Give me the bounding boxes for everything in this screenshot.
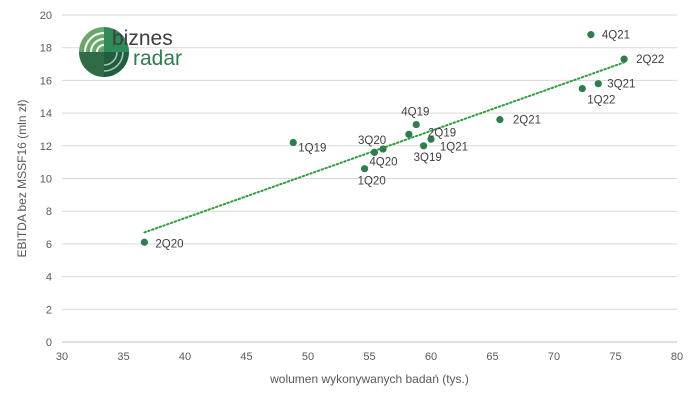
x-tick-label: 70 (548, 351, 560, 363)
y-tick-label: 16 (40, 75, 52, 87)
x-tick-label: 60 (425, 351, 437, 363)
data-point (412, 120, 420, 129)
data-point (289, 138, 297, 147)
data-point (140, 238, 149, 246)
data-point (427, 135, 435, 143)
data-label: 4Q21 (602, 30, 630, 42)
tick-labels: 0 2 4 6 8 10 12 14 16 18 20 30 35 40 45 50 55 60 65 70 75 80 (40, 10, 683, 363)
data-label: 2Q20 (155, 238, 183, 250)
data-point (379, 145, 387, 153)
x-axis-label: wolumen wykonywanych badań (tys.) (269, 372, 469, 386)
y-axis-label: EBITDA bez MSSF16 (mln zł) (15, 99, 29, 257)
grid-lines (62, 14, 677, 310)
y-tick-label: 2 (46, 304, 52, 316)
x-tick-label: 75 (609, 351, 621, 363)
data-label: 2Q19 (428, 127, 456, 139)
data-label: 3Q20 (358, 135, 386, 147)
x-tick-label: 40 (179, 351, 191, 363)
y-tick-label: 4 (46, 272, 52, 284)
data-label: 3Q19 (414, 152, 442, 164)
y-tick-label: 12 (40, 141, 52, 153)
y-tick-label: 6 (46, 239, 52, 251)
data-point (420, 142, 428, 150)
data-label: 2Q21 (513, 115, 541, 127)
y-tick-label: 20 (40, 10, 52, 22)
x-tick-label: 35 (117, 351, 129, 363)
x-tick-label: 80 (671, 351, 683, 363)
data-point (594, 80, 602, 88)
logo-text-biznes: biznes (112, 27, 173, 50)
data-label: 1Q22 (587, 95, 615, 107)
y-tick-label: 0 (46, 337, 52, 349)
y-tick-label: 10 (40, 174, 52, 186)
x-tick-label: 50 (302, 351, 314, 363)
logo-text-radar: radar (133, 47, 182, 70)
data-point (496, 116, 504, 124)
y-tick-label: 14 (40, 108, 52, 120)
x-tick-label: 45 (240, 351, 252, 363)
data-points (140, 31, 628, 246)
data-label: 3Q21 (607, 79, 635, 91)
data-point (578, 84, 586, 93)
data-label: 4Q19 (401, 107, 429, 119)
data-label: 1Q19 (298, 143, 326, 155)
data-label: 4Q20 (369, 156, 397, 168)
data-label: 1Q21 (440, 141, 468, 153)
data-point (405, 130, 413, 138)
data-point (370, 148, 379, 156)
data-point (620, 55, 628, 63)
data-point (360, 165, 369, 173)
data-label: 2Q22 (636, 54, 664, 66)
point-labels: 1Q19 2Q19 3Q19 4Q19 1Q20 2Q20 3Q20 4Q20 1Q21 2Q21… (155, 30, 664, 251)
x-tick-label: 55 (363, 351, 375, 363)
x-tick-label: 65 (486, 351, 498, 363)
biznesradar-logo: biznes radar (79, 27, 182, 77)
y-tick-label: 8 (46, 206, 52, 218)
data-label: 1Q20 (358, 176, 386, 188)
y-tick-label: 18 (40, 43, 52, 55)
logo-radar-icon (79, 27, 129, 77)
x-tick-label: 30 (56, 351, 68, 363)
data-point (587, 31, 595, 39)
